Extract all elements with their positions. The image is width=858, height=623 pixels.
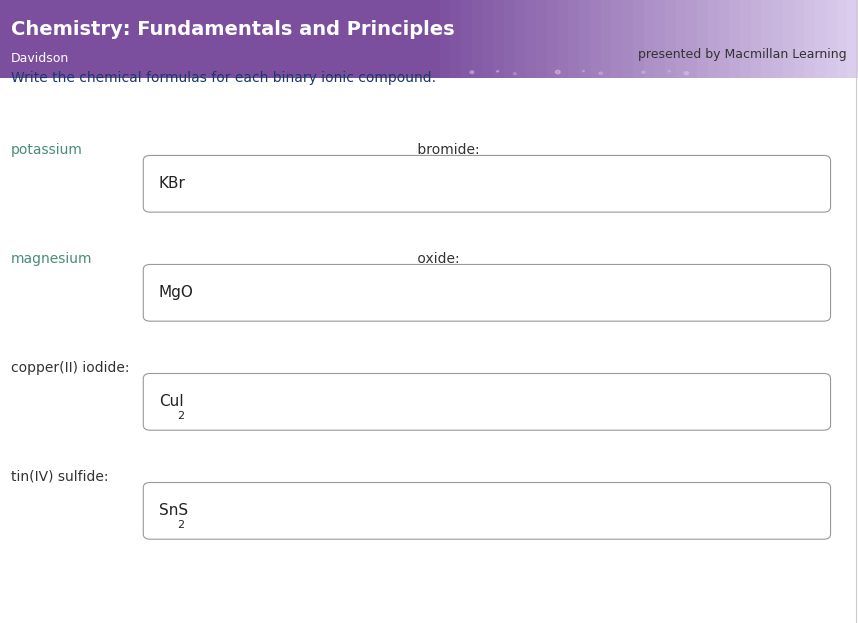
Text: tin(IV) sulfide:: tin(IV) sulfide: — [11, 470, 109, 483]
Bar — [654, 0, 665, 78]
FancyBboxPatch shape — [143, 156, 831, 212]
Bar — [837, 0, 847, 78]
Bar — [815, 0, 825, 78]
FancyBboxPatch shape — [143, 483, 831, 540]
Text: 2: 2 — [178, 520, 184, 530]
Bar — [450, 0, 462, 78]
Text: copper(II) iodide:: copper(II) iodide: — [11, 361, 130, 374]
Text: potassium: potassium — [11, 143, 83, 156]
Bar — [633, 0, 644, 78]
Bar — [782, 0, 794, 78]
Bar — [579, 0, 590, 78]
Circle shape — [668, 70, 670, 72]
Bar — [611, 0, 622, 78]
Text: 2: 2 — [178, 411, 184, 421]
Bar — [772, 0, 782, 78]
FancyBboxPatch shape — [143, 374, 831, 430]
Circle shape — [555, 70, 560, 74]
Text: presented by Macmillan Learning: presented by Macmillan Learning — [638, 48, 847, 61]
Bar — [665, 0, 676, 78]
Bar — [848, 0, 858, 78]
Bar — [429, 0, 439, 78]
Text: KBr: KBr — [159, 176, 185, 191]
Bar — [536, 0, 547, 78]
Bar — [676, 0, 686, 78]
Bar — [472, 0, 482, 78]
Bar — [719, 0, 729, 78]
Bar — [686, 0, 697, 78]
Bar — [794, 0, 805, 78]
Bar — [740, 0, 751, 78]
Bar — [644, 0, 654, 78]
Bar — [601, 0, 611, 78]
Bar — [697, 0, 708, 78]
Bar — [482, 0, 493, 78]
Circle shape — [642, 71, 645, 74]
Bar — [805, 0, 815, 78]
Bar — [590, 0, 601, 78]
Circle shape — [513, 73, 517, 75]
Text: Write the chemical formulas for each binary ionic compound.: Write the chemical formulas for each bin… — [11, 71, 436, 85]
Bar — [558, 0, 568, 78]
Bar — [515, 0, 525, 78]
Bar — [493, 0, 505, 78]
Bar — [825, 0, 837, 78]
Bar — [0, 0, 858, 78]
Bar — [729, 0, 740, 78]
Circle shape — [470, 71, 474, 74]
Bar — [622, 0, 632, 78]
Circle shape — [583, 70, 584, 72]
FancyBboxPatch shape — [143, 264, 831, 321]
Bar — [505, 0, 515, 78]
Text: MgO: MgO — [159, 285, 194, 300]
Bar — [708, 0, 718, 78]
Text: CuI: CuI — [159, 394, 184, 409]
Bar — [439, 0, 450, 78]
Text: bromide:: bromide: — [413, 143, 480, 156]
Circle shape — [497, 70, 498, 72]
Circle shape — [728, 71, 731, 73]
Bar — [568, 0, 579, 78]
Bar — [462, 0, 472, 78]
Text: Davidson: Davidson — [11, 52, 69, 65]
Bar — [751, 0, 761, 78]
Text: magnesium: magnesium — [11, 252, 93, 265]
Bar — [547, 0, 558, 78]
Bar — [761, 0, 772, 78]
Circle shape — [599, 72, 602, 75]
Text: oxide:: oxide: — [413, 252, 459, 265]
Circle shape — [685, 72, 689, 75]
Text: Chemistry: Fundamentals and Principles: Chemistry: Fundamentals and Principles — [11, 20, 455, 39]
Text: SnS: SnS — [159, 503, 188, 518]
Bar — [526, 0, 536, 78]
